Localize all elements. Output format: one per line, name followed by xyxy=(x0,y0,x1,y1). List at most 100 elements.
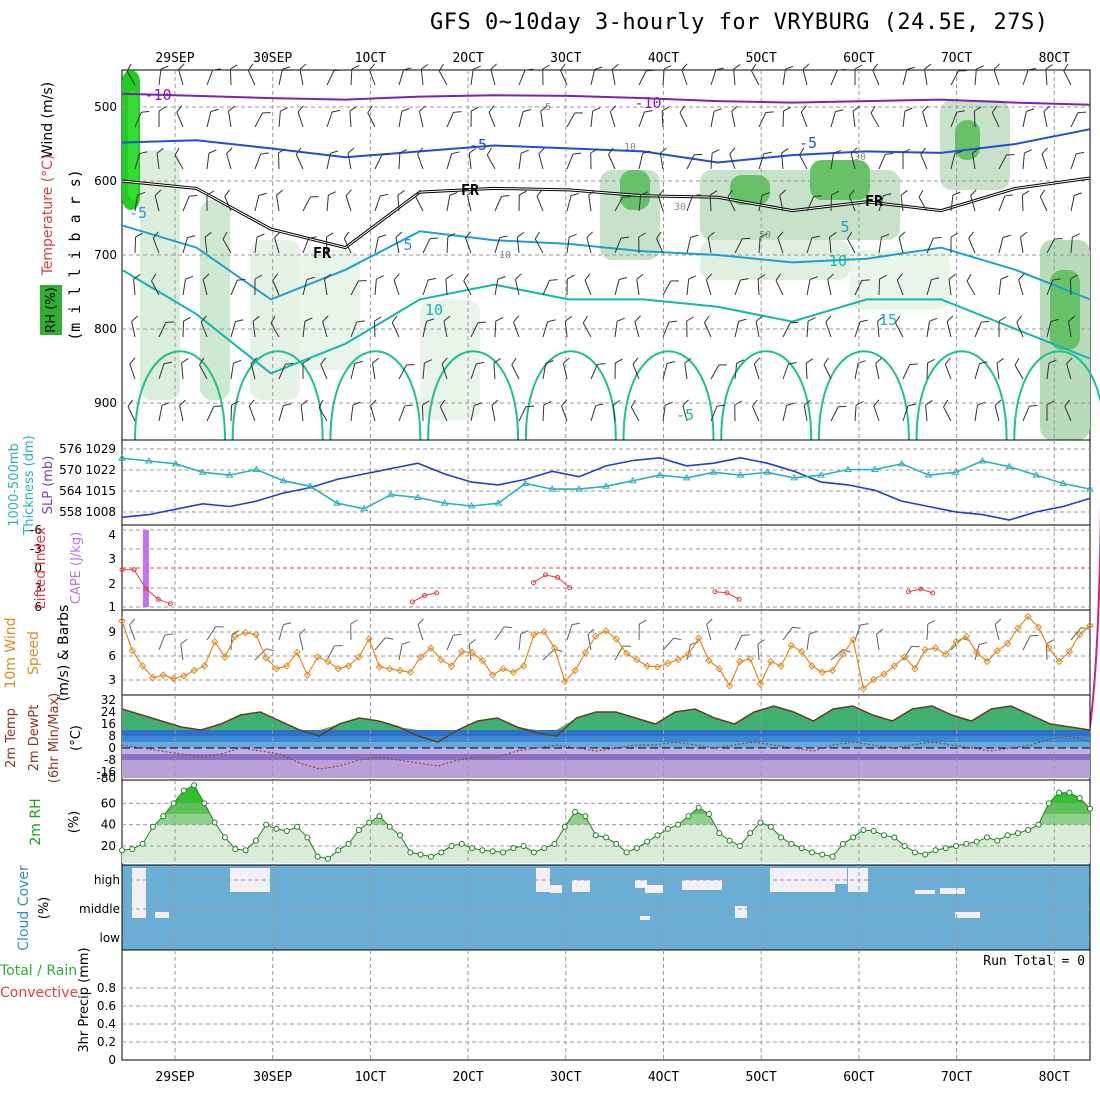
rh2m-marker xyxy=(469,845,476,852)
barb-flag xyxy=(632,357,639,365)
barb-shaft xyxy=(896,279,904,296)
barb-shaft xyxy=(272,280,280,296)
barb-flag xyxy=(139,151,148,155)
barb-flag xyxy=(285,362,294,365)
barb-flag xyxy=(127,399,133,407)
li-marker xyxy=(724,590,730,596)
barb-flag xyxy=(1072,233,1080,238)
wind-barb xyxy=(661,106,670,128)
wind-barb xyxy=(709,190,718,212)
barb-flag xyxy=(802,63,810,70)
wind10m-marker xyxy=(828,666,837,675)
wind10m-marker xyxy=(602,627,610,635)
barb-flag xyxy=(927,358,935,364)
barb-shaft xyxy=(127,406,136,422)
barb-shaft xyxy=(298,634,304,651)
wind-barb xyxy=(1043,105,1051,128)
wind-barb xyxy=(590,403,604,422)
barb-shaft xyxy=(779,195,784,212)
thickness-marker xyxy=(844,465,852,472)
ylabel-cloud: Cloud Cover xyxy=(16,865,32,951)
wind-barb xyxy=(902,148,911,169)
wind-barb xyxy=(230,359,242,380)
barb-shaft xyxy=(158,69,162,86)
barb-shaft xyxy=(206,626,217,641)
barb-shaft xyxy=(470,322,479,338)
barb-shaft xyxy=(877,321,880,338)
rh2m-marker xyxy=(160,813,167,820)
tick-label: 60 xyxy=(101,796,116,810)
tick-label: low xyxy=(100,931,121,945)
wind10m-marker xyxy=(622,649,631,658)
wind10m-marker xyxy=(509,668,518,677)
barb-shaft xyxy=(470,363,477,380)
barb-shaft xyxy=(968,238,976,254)
rh2m-marker xyxy=(1004,832,1011,839)
barb-shaft xyxy=(662,363,668,380)
wind10m-marker xyxy=(283,662,291,670)
barb-shaft xyxy=(156,153,160,170)
wind-barb xyxy=(374,234,387,254)
wind-barb xyxy=(758,111,774,128)
wind-barb xyxy=(609,105,617,128)
wind-barb xyxy=(254,274,263,295)
barb-shaft xyxy=(374,279,377,296)
barb-flag xyxy=(706,618,713,625)
tick-label: 900 xyxy=(94,396,117,410)
barb-flag xyxy=(852,105,860,112)
wind10m-marker xyxy=(931,644,940,652)
barb-shaft xyxy=(656,238,664,254)
cape-bar xyxy=(142,530,149,607)
barb-shaft xyxy=(705,279,712,296)
temp-band xyxy=(122,730,1090,736)
barb-flag xyxy=(979,361,988,365)
barb-shaft xyxy=(950,111,958,128)
barb-flag xyxy=(497,276,506,280)
barb-shaft xyxy=(590,69,596,86)
tick-label: 576 xyxy=(59,442,82,456)
barb-flag xyxy=(345,189,352,197)
barb-shaft xyxy=(926,279,932,296)
tick-label: -16 xyxy=(96,765,116,779)
contour-label: 10 xyxy=(829,252,847,270)
cloud-gap xyxy=(735,906,747,918)
barb-flag xyxy=(156,147,164,154)
barb-flag xyxy=(1050,318,1059,322)
wind-barb xyxy=(178,63,185,86)
wind-barb xyxy=(854,279,870,296)
wind-barb xyxy=(179,399,187,422)
barb-flag xyxy=(829,232,837,238)
wind-barb xyxy=(349,106,357,128)
wind-barb xyxy=(134,232,143,254)
barb-shaft xyxy=(254,648,267,661)
rh2m-marker xyxy=(623,849,630,856)
barb-flag xyxy=(835,109,844,113)
barb-flag xyxy=(208,149,217,154)
barb-shaft xyxy=(998,237,1004,254)
wind-grid xyxy=(122,610,1090,695)
rh2m-marker xyxy=(788,840,795,847)
barb-shaft xyxy=(806,237,813,254)
wind10m-barb xyxy=(830,649,851,661)
barb-flag xyxy=(262,112,271,114)
wind-barb xyxy=(1046,278,1061,296)
contour-label: -10 xyxy=(144,86,171,104)
barb-flag xyxy=(704,315,710,323)
barb-shaft xyxy=(350,280,359,296)
wind-barb xyxy=(852,105,860,128)
barb-shaft xyxy=(420,69,424,86)
wind-barb xyxy=(566,193,580,212)
wind-barb xyxy=(206,405,222,422)
barb-flag xyxy=(809,276,818,280)
wind10m-barb xyxy=(230,630,240,651)
wind-barb xyxy=(782,362,797,380)
barb-shaft xyxy=(686,279,690,296)
barb-flag xyxy=(931,277,940,281)
barb-shaft xyxy=(417,624,424,641)
li-marker xyxy=(167,601,173,607)
barb-flag xyxy=(608,147,614,155)
barb-flag xyxy=(879,274,887,280)
barb-flag xyxy=(270,315,276,324)
wind-barb xyxy=(228,105,236,128)
